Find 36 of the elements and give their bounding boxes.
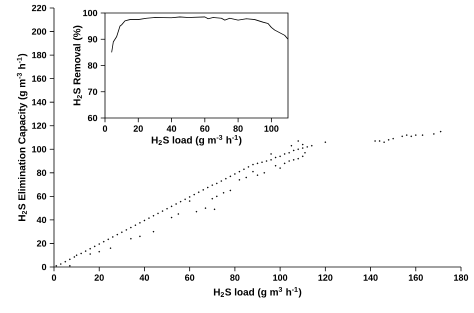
- y-tick-label: 100: [83, 10, 98, 16]
- y-tick-label: 100: [32, 146, 46, 152]
- y-axis-title: H$_{2}$S Removal (%): [73, 26, 82, 106]
- x-tick-label: 0: [102, 125, 108, 132]
- x-axis-title: H$_{2}$S load (g m$^{3}$ h$^{-1}$): [214, 286, 302, 298]
- x-tick-label: 160: [408, 274, 423, 281]
- y-tick-label: 0: [42, 264, 46, 270]
- x-tick-label: 40: [140, 274, 150, 281]
- y-tick-label: 90: [88, 36, 98, 42]
- x-tick-label: 60: [200, 125, 210, 132]
- y-tick-label: 80: [36, 170, 46, 176]
- x-tick-label: 100: [273, 274, 288, 281]
- x-tick-label: 20: [94, 274, 104, 281]
- x-tick-label: 0: [52, 274, 56, 281]
- y-axis-title: H$_{2}$S Elimination Capacity (g m$^{-3}$ h$^{-1}$): [16, 54, 28, 221]
- y-tick-label: 80: [88, 62, 98, 69]
- x-tick-label: 100: [264, 125, 278, 132]
- x-tick-label: 80: [233, 125, 243, 132]
- y-tick-label: 20: [36, 240, 46, 247]
- y-tick-label: 60: [36, 193, 46, 200]
- y-tick-label: 70: [88, 88, 98, 95]
- y-tick-label: 140: [32, 99, 46, 106]
- x-tick-label: 60: [185, 274, 194, 281]
- x-axis-title: H$_{2}$S load (g m$^{-3}$ h$^{-1}$): [152, 134, 242, 146]
- y-tick-label: 200: [32, 28, 46, 35]
- y-tick-label: 40: [36, 216, 46, 224]
- x-tick-label: 180: [454, 274, 468, 281]
- y-tick-label: 60: [88, 114, 98, 122]
- x-tick-label: 120: [318, 274, 332, 281]
- x-tick-label: 20: [134, 125, 143, 132]
- y-tick-label: 160: [32, 75, 46, 82]
- x-tick-label: 80: [230, 274, 240, 281]
- y-tick-label: 180: [32, 52, 46, 58]
- x-tick-label: 140: [364, 274, 378, 281]
- x-tick-label: 40: [166, 125, 176, 132]
- y-tick-label: 220: [32, 4, 46, 12]
